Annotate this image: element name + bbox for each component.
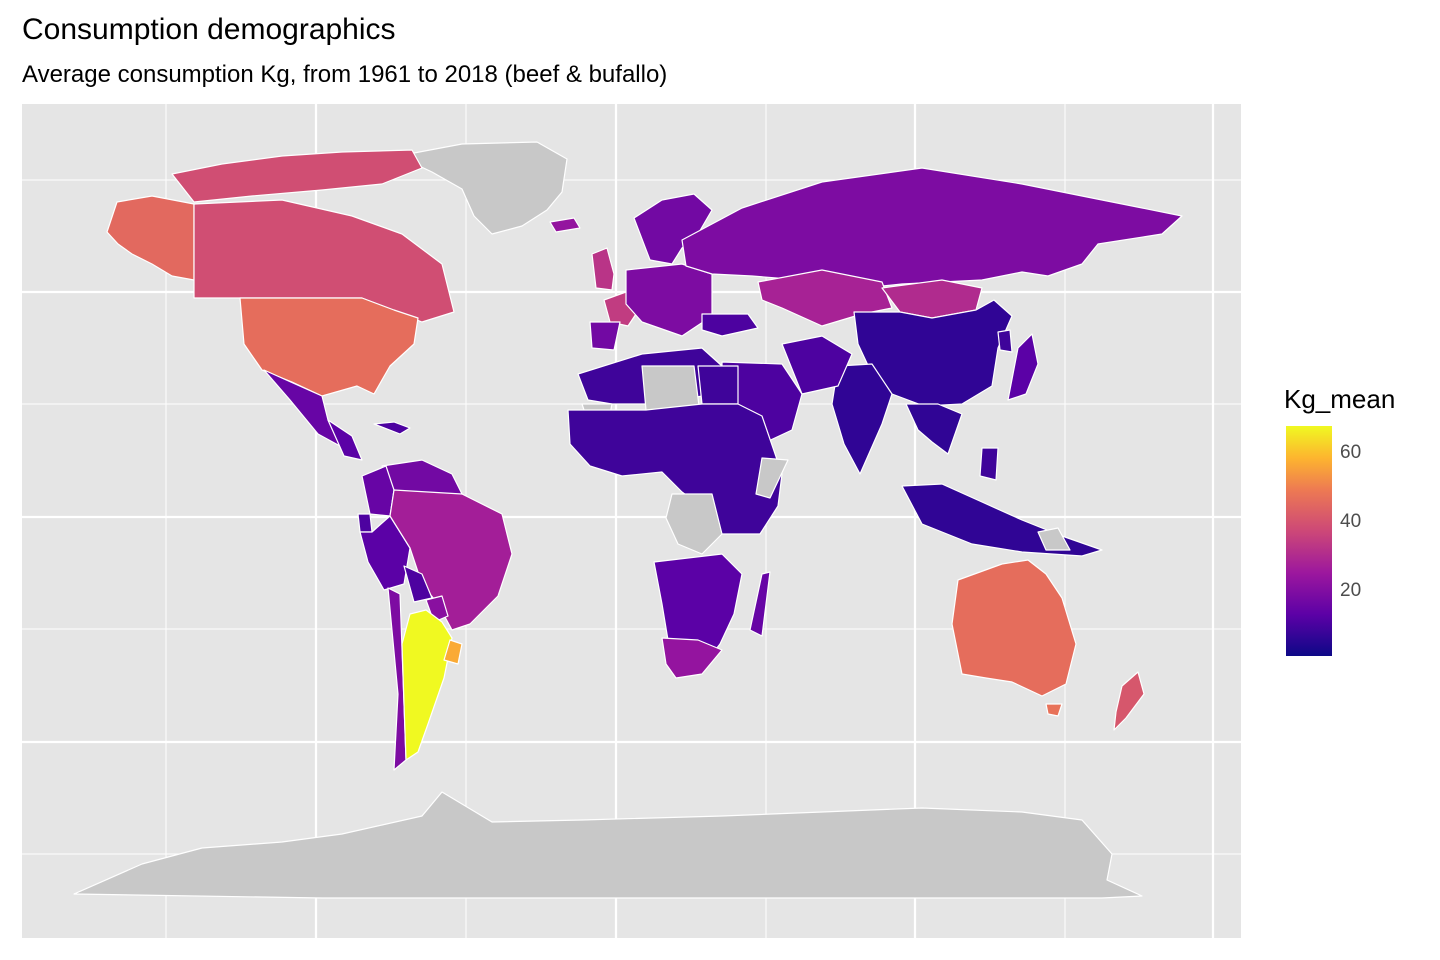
region-uk-ireland xyxy=(591,247,615,291)
legend-tick xyxy=(1334,522,1344,523)
region-brazil xyxy=(389,489,513,631)
region-india xyxy=(831,363,893,475)
region-central-america xyxy=(327,419,363,461)
chart-subtitle: Average consumption Kg, from 1961 to 201… xyxy=(22,61,668,88)
region-somalia xyxy=(755,457,789,499)
region-peru xyxy=(359,515,411,591)
region-central-europe xyxy=(625,263,713,337)
color-legend: Kg_mean 20 40 60 xyxy=(1284,382,1424,672)
region-iberia xyxy=(589,321,621,351)
legend-label-40: 40 xyxy=(1340,511,1362,532)
region-antarctica xyxy=(73,791,1143,899)
region-new-zealand xyxy=(1113,671,1145,731)
chart-title: Consumption demographics xyxy=(22,13,396,46)
region-greenland xyxy=(397,141,568,235)
region-caribbean xyxy=(373,421,411,435)
region-japan xyxy=(1007,333,1039,401)
legend-label-60: 60 xyxy=(1340,442,1362,463)
region-west-central-africa xyxy=(567,403,783,535)
region-australia xyxy=(951,559,1077,697)
map-panel xyxy=(22,104,1241,938)
region-south-africa xyxy=(661,637,723,679)
region-korea xyxy=(997,329,1013,353)
legend-title: Kg_mean xyxy=(1284,384,1396,414)
region-philippines xyxy=(979,447,999,481)
region-egypt xyxy=(697,365,739,405)
region-iran-pakistan xyxy=(781,335,853,395)
region-papua xyxy=(1037,527,1071,551)
region-usa xyxy=(239,297,419,397)
region-turkey xyxy=(701,313,759,337)
region-russia xyxy=(681,167,1183,291)
region-canada-arctic xyxy=(171,149,423,203)
region-argentina xyxy=(401,609,453,761)
legend-colorbar xyxy=(1286,426,1332,656)
region-indonesia xyxy=(901,483,1103,557)
region-ecuador xyxy=(357,513,373,533)
world-map xyxy=(22,104,1241,938)
region-uruguay xyxy=(443,639,463,665)
region-iceland xyxy=(549,217,581,233)
legend-label-20: 20 xyxy=(1340,580,1362,601)
legend-tick xyxy=(1334,453,1344,454)
region-madagascar xyxy=(749,571,771,637)
region-tasmania xyxy=(1045,703,1063,717)
region-alaska xyxy=(106,195,195,281)
region-drc xyxy=(665,493,723,555)
legend-tick xyxy=(1334,591,1344,592)
region-southeast-asia xyxy=(905,403,963,455)
